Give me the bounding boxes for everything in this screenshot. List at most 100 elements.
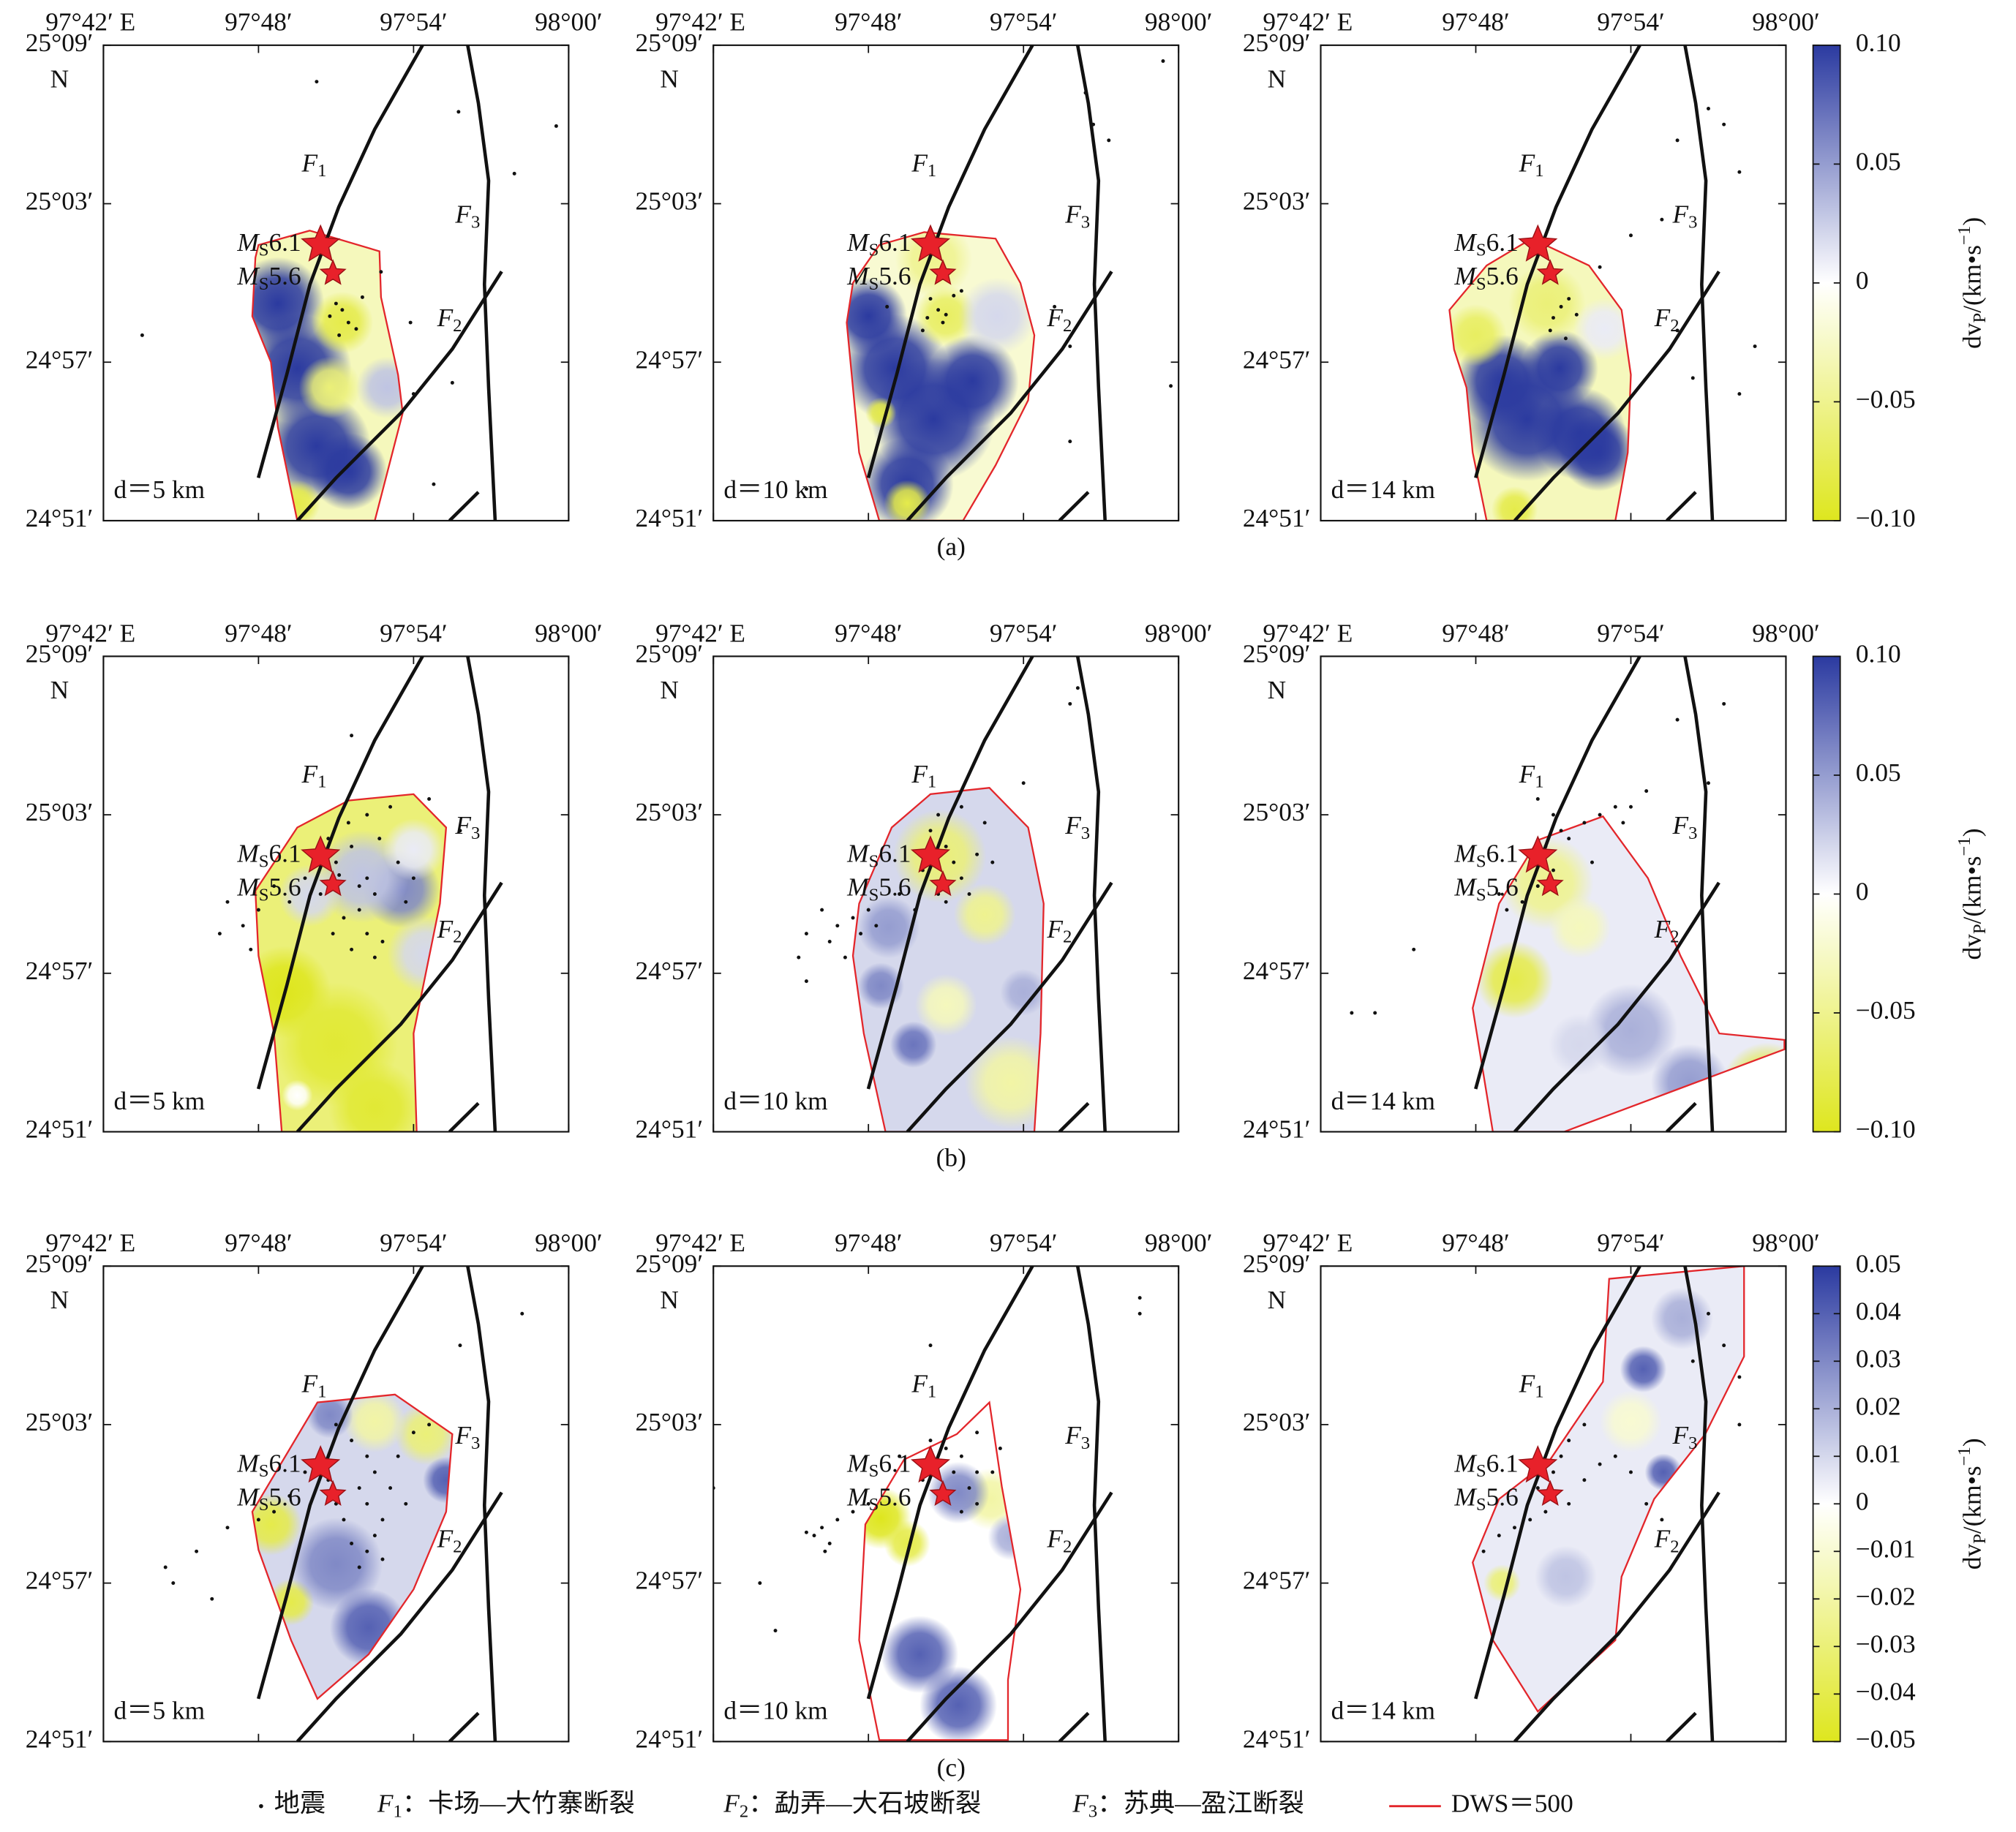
- text-part: 2: [1063, 316, 1072, 336]
- earthquake: [1543, 844, 1548, 848]
- text-part: F: [911, 1370, 928, 1398]
- y-tick-label: 24°51′: [26, 1724, 94, 1753]
- panel-frame: [712, 44, 1180, 521]
- earthquake: [959, 876, 963, 881]
- fault-trace: [1513, 881, 1720, 1132]
- text-part: S: [259, 885, 269, 905]
- depth-label: d＝14 km: [1331, 475, 1435, 504]
- text-part: dv: [1958, 1544, 1987, 1570]
- earthquake: [859, 932, 863, 936]
- earthquake: [1598, 1462, 1602, 1466]
- fault-label: F1: [301, 1370, 327, 1401]
- epicenter-star: [301, 1445, 341, 1483]
- x-tick-label: 97°42′ E: [655, 8, 745, 37]
- fault-trace: [1666, 1101, 1697, 1132]
- earthquake: [380, 940, 385, 943]
- earthquake: [827, 940, 832, 943]
- magnitude-label: MS6.1: [1453, 1449, 1518, 1480]
- fault-trace: [906, 1491, 1113, 1742]
- y-tick-label: 24°51′: [636, 1115, 704, 1144]
- colorbar-tick-label: −0.10: [1856, 1115, 1916, 1144]
- earthquake: [1722, 701, 1726, 706]
- fault-label: F3: [1671, 811, 1697, 843]
- earthquake: [804, 487, 808, 491]
- earthquake: [1567, 837, 1571, 841]
- velocity-anomaly: [914, 973, 977, 1036]
- x-tick-label: 97°54′: [990, 8, 1058, 37]
- earthquake: [1629, 233, 1633, 238]
- magnitude-label: MS6.1: [846, 1449, 911, 1480]
- earthquake: [1513, 1526, 1516, 1530]
- map-panel: [713, 656, 1179, 1132]
- text-part: 3: [1081, 212, 1090, 232]
- text-part: M: [236, 262, 260, 290]
- text-part: M: [236, 1449, 260, 1477]
- earthquake: [1567, 297, 1571, 301]
- text-part: 2: [1670, 1537, 1679, 1556]
- earthquake: [1737, 392, 1742, 396]
- text-part: M: [1453, 228, 1478, 257]
- magnitude-label: MS6.1: [846, 840, 911, 871]
- velocity-anomaly: [1491, 486, 1538, 521]
- velocity-anomaly: [953, 883, 1016, 946]
- text-part: 1: [317, 161, 326, 181]
- earthquake: [357, 884, 361, 889]
- text-part: 1: [1535, 1381, 1543, 1401]
- y-tick-label: 24°57′: [636, 957, 704, 985]
- earthquake: [773, 1629, 778, 1633]
- dws-contour: [851, 787, 1045, 1132]
- earthquake: [967, 892, 971, 896]
- velocity-anomaly: [857, 896, 920, 959]
- depth-label: d＝5 km: [114, 1087, 206, 1115]
- x-tick-label: 97°42′ E: [1263, 8, 1353, 37]
- earthquake: [835, 1518, 840, 1522]
- fault-label: F1: [1519, 760, 1544, 791]
- y-tick-label: 25°03′: [26, 798, 94, 826]
- north-label: N: [50, 676, 69, 704]
- epicenter-star: [910, 1445, 951, 1483]
- text-part: S: [869, 1461, 879, 1481]
- legend-label: DWS＝500: [1451, 1790, 1573, 1818]
- map-panel: [103, 45, 569, 521]
- colorbar-tick-label: 0: [1856, 266, 1869, 295]
- earthquake: [1107, 138, 1111, 143]
- x-tick-label: 98°00′: [1145, 619, 1213, 647]
- text-part: 2: [453, 316, 462, 336]
- earthquake: [1520, 900, 1524, 904]
- earthquake: [1707, 1311, 1710, 1316]
- earthquake: [512, 171, 516, 176]
- fault-trace: [1683, 1266, 1715, 1742]
- velocity-anomaly: [306, 1394, 353, 1439]
- earthquake: [804, 1530, 808, 1534]
- panel-caption: (b): [936, 1143, 966, 1172]
- fault-label: F2: [437, 304, 462, 335]
- text-part: M: [236, 840, 260, 868]
- fault-label: F2: [1654, 1525, 1680, 1556]
- earthquake: [1137, 1311, 1142, 1316]
- text-part: S: [869, 274, 879, 293]
- earthquake: [851, 1509, 855, 1514]
- text-part: 5.6: [269, 1482, 301, 1511]
- y-tick-label: 24°51′: [1243, 504, 1311, 532]
- earthquake: [1621, 821, 1625, 825]
- text-part: S: [1476, 885, 1486, 905]
- earthquake: [396, 1454, 400, 1458]
- fault-trace: [448, 1101, 480, 1132]
- north-label: N: [1268, 64, 1287, 93]
- colorbar-tick-label: 0.05: [1856, 147, 1901, 176]
- fault-trace: [296, 271, 503, 521]
- earthquake: [350, 734, 354, 738]
- earthquake: [1412, 947, 1416, 951]
- earthquake: [272, 1509, 277, 1514]
- earthquake: [1722, 122, 1726, 127]
- epicenter-star: [301, 835, 341, 873]
- text-part: S: [1476, 1461, 1486, 1481]
- legend-label: F1：卡场—大竹寨断裂: [377, 1790, 635, 1821]
- earthquake: [928, 829, 933, 833]
- earthquake: [163, 1565, 168, 1569]
- y-tick-label: 25°03′: [1243, 187, 1311, 216]
- y-tick-label: 24°57′: [26, 345, 94, 374]
- earthquake: [874, 924, 879, 928]
- y-tick-label: 25°09′: [1243, 1249, 1311, 1278]
- text-part: S: [259, 240, 269, 260]
